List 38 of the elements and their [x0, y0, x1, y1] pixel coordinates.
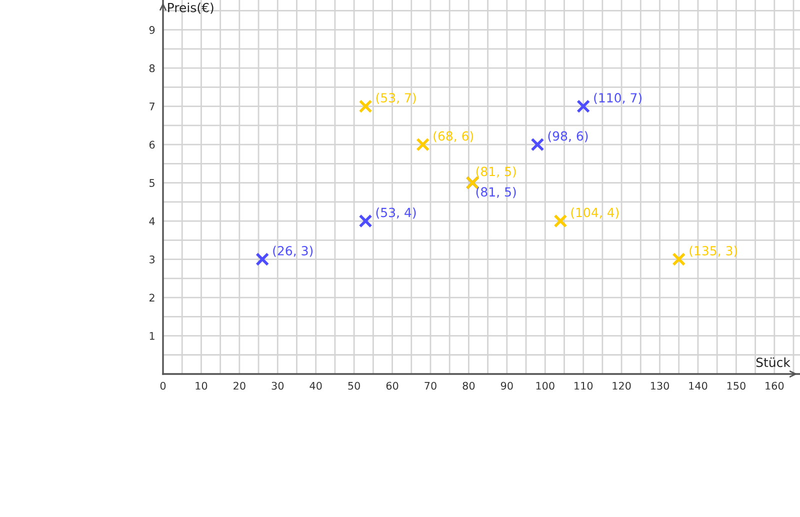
- data-label: (53, 7): [376, 92, 416, 104]
- data-label: (81, 5): [476, 166, 516, 178]
- x-tick-label: 50: [348, 382, 360, 390]
- x-tick-label: 40: [310, 382, 322, 390]
- x-tick-label: 140: [689, 382, 708, 390]
- data-label: (104, 4): [571, 208, 619, 219]
- data-label: (26, 3): [273, 246, 313, 257]
- data-label: (135, 3): [690, 246, 738, 257]
- x-tick-label: 150: [727, 382, 746, 390]
- x-tick-label: 130: [650, 382, 670, 390]
- y-tick-label: 4: [149, 217, 155, 225]
- x-tick-label: 60: [386, 382, 398, 390]
- x-tick-label: 80: [462, 382, 475, 390]
- x-tick-label: 120: [612, 382, 631, 390]
- y-tick-label: 5: [150, 179, 154, 187]
- x-tick-label: 10: [196, 382, 208, 390]
- y-tick-label: 2: [149, 294, 154, 302]
- y-tick-label: 8: [149, 64, 155, 72]
- x-tick-label: 110: [574, 382, 593, 390]
- y-tick-label: 9: [149, 26, 155, 34]
- data-label: (110, 7): [594, 92, 642, 104]
- x-tick-label: 30: [272, 382, 284, 390]
- x-tick-label: 90: [500, 382, 513, 390]
- x-tick-label: 160: [766, 382, 784, 390]
- x-tick-label: 0: [160, 382, 166, 390]
- data-label: (53, 4): [376, 208, 416, 219]
- x-axis-title: Stück: [756, 357, 790, 368]
- data-label: (68, 6): [434, 131, 474, 142]
- data-label: (98, 6): [548, 131, 588, 142]
- x-tick-label: 20: [234, 382, 246, 390]
- y-tick-label: 7: [150, 102, 154, 110]
- y-tick-label: 6: [149, 140, 155, 149]
- x-tick-label: 70: [424, 382, 436, 390]
- y-axis-title: Preis(€): [168, 2, 214, 14]
- y-tick-label: 3: [150, 256, 155, 264]
- data-label: (81, 5): [476, 186, 516, 198]
- y-tick-label: 1: [150, 332, 154, 340]
- x-tick-label: 100: [536, 382, 554, 390]
